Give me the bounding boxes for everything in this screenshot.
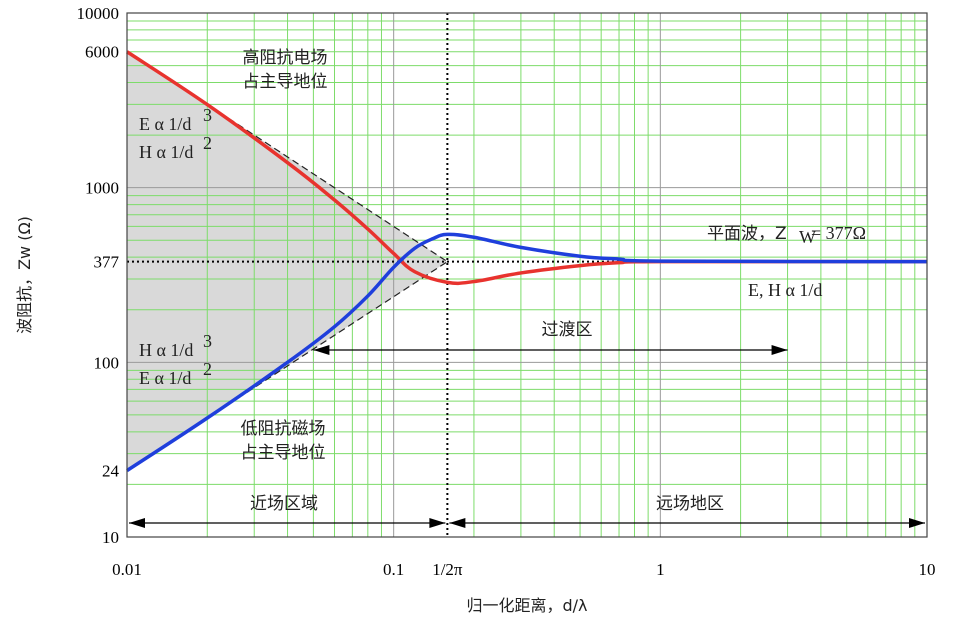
annot-h-prop-d3: H α 1/d 3	[139, 331, 212, 360]
y-tick-label: 377	[94, 253, 120, 272]
x-tick-label: 10	[919, 560, 936, 579]
plot-frame	[126, 12, 928, 538]
annot-near-field: 近场区域	[250, 494, 318, 514]
y-tick-labels: 10 24 100 377 1000 6000 10000	[77, 4, 120, 547]
asymptote-upper	[126, 51, 448, 263]
x-tick-label: 0.1	[383, 560, 404, 579]
annot-high-impedance-2: 占主导地位	[243, 72, 328, 92]
x-tick-label: 0.01	[112, 560, 142, 579]
annot-e-prop-d2-text: E α 1/d	[139, 368, 191, 388]
grid	[127, 13, 927, 537]
asymptotes	[126, 51, 448, 472]
annot-plane-wave-value: = 377Ω	[811, 223, 866, 243]
x-tick-label: 1/2π	[432, 560, 463, 579]
near-field-arrow-head-right	[429, 518, 446, 528]
y-tick-label: 10	[102, 528, 119, 547]
annot-h-prop-d3-text: H α 1/d	[139, 340, 193, 360]
annot-e-prop-d2: E α 1/d 2	[139, 359, 212, 388]
x-axis-title: 归一化距离，d/λ	[466, 596, 587, 615]
annot-far-field: 远场地区	[656, 494, 724, 514]
asymptote-lower	[126, 261, 448, 472]
x-tick-label: 1	[656, 560, 665, 579]
far-field-arrow-head-left	[449, 518, 466, 528]
y-tick-label: 6000	[85, 43, 119, 62]
transition-arrow-head-left	[313, 345, 330, 355]
annot-e-prop-d2-exp: 2	[203, 359, 212, 379]
annot-transition: 过渡区	[542, 320, 593, 340]
annot-e-prop-d3-text: E α 1/d	[139, 114, 191, 134]
series	[126, 50, 928, 473]
annot-e-prop-d3-exp: 3	[203, 105, 212, 125]
annot-h-prop-d2: H α 1/d 2	[139, 133, 212, 162]
far-field-arrow-head-right	[909, 518, 925, 528]
annot-plane-wave: 平面波，Z W = 377Ω	[707, 223, 866, 247]
y-tick-label: 10000	[77, 4, 120, 23]
annot-high-impedance-1: 高阻抗电场	[243, 48, 328, 68]
y-tick-label: 24	[102, 462, 120, 481]
y-axis-title: 波阻抗，Zw (Ω)	[15, 216, 34, 334]
annot-low-impedance-1: 低阻抗磁场	[241, 419, 326, 439]
near-field-arrow-head-left	[129, 518, 145, 528]
y-tick-label: 1000	[85, 179, 119, 198]
region-arrows	[129, 345, 925, 528]
annot-plane-wave-sub: W	[799, 227, 816, 247]
annot-plane-wave-text: 平面波，Z	[707, 224, 787, 244]
transition-arrow-head-right	[771, 345, 788, 355]
y-tick-label: 100	[94, 353, 120, 372]
reference-lines	[127, 13, 660, 537]
annot-low-impedance-2: 占主导地位	[241, 443, 326, 463]
annot-h-prop-d3-exp: 3	[203, 331, 212, 351]
annot-h-prop-d2-text: H α 1/d	[139, 142, 193, 162]
annot-e-prop-d3: E α 1/d 3	[139, 105, 212, 134]
x-tick-labels: 0.01 0.1 1/2π 1 10	[112, 560, 935, 579]
annot-far-prop: E, H α 1/d	[748, 280, 822, 300]
series-line-blue	[126, 232, 928, 473]
annot-h-prop-d2-exp: 2	[203, 133, 212, 153]
